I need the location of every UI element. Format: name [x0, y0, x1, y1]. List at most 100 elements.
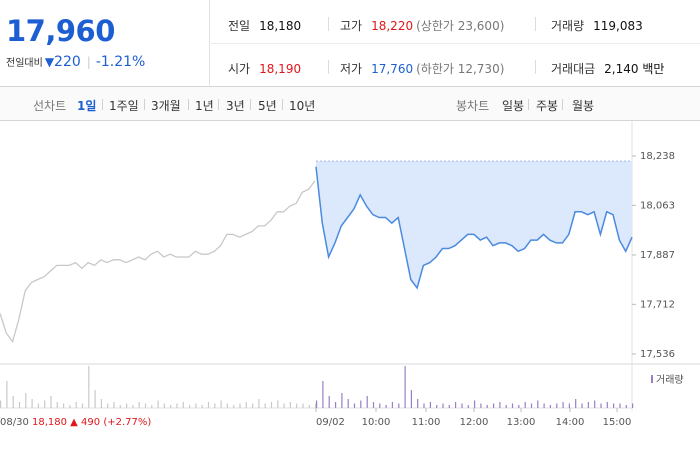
- candle-daily[interactable]: 일봉: [502, 99, 525, 113]
- candle-monthly[interactable]: 월봉: [572, 99, 595, 113]
- volume-bar: [632, 403, 634, 408]
- stat-low: 저가 17,760 (하한가 12,730): [340, 60, 504, 77]
- period-5y[interactable]: 5년: [258, 99, 277, 113]
- stat-value: 18,220: [371, 19, 414, 33]
- period-1y[interactable]: 1년: [195, 99, 214, 113]
- volume-bar: [233, 405, 235, 408]
- period-1d[interactable]: 1일: [77, 99, 97, 113]
- volume-bar: [170, 405, 172, 408]
- volume-bar: [25, 393, 27, 408]
- volume-bar: [144, 403, 147, 408]
- volume-bar: [385, 405, 387, 408]
- y-tick-label: 17,536: [640, 349, 675, 360]
- stat-value: 119,083: [593, 19, 643, 33]
- stat-label: 고가: [340, 19, 363, 33]
- period-3y[interactable]: 3년: [226, 99, 245, 113]
- divider: [250, 99, 251, 110]
- divider: [188, 99, 189, 110]
- divider: [328, 60, 329, 74]
- volume-bar: [556, 403, 558, 408]
- stat-label: 거래대금: [551, 62, 596, 76]
- volume-bar: [493, 403, 495, 408]
- volume-bar: [619, 403, 621, 408]
- volume-bar: [252, 403, 254, 408]
- volume-bar: [113, 402, 115, 408]
- volume-bar: [600, 403, 602, 408]
- footer-date: 08/30: [0, 417, 32, 428]
- volume-bar: [455, 402, 457, 408]
- volume-bar: [50, 396, 52, 408]
- volume-bar: [366, 396, 368, 408]
- up-arrow-icon: ▲: [70, 417, 81, 428]
- stat-high: 고가 18,220 (상한가 23,600): [340, 17, 504, 34]
- volume-bar: [245, 402, 247, 408]
- volume-bar: [277, 400, 279, 408]
- volume-bar: [347, 399, 349, 408]
- volume-bar: [214, 403, 216, 408]
- volume-bar: [88, 366, 90, 408]
- divider: [102, 99, 103, 110]
- volume-bar: [283, 403, 285, 408]
- volume-bar: [151, 405, 153, 408]
- prev-day-line: [0, 180, 316, 344]
- volume-bar: [511, 403, 514, 408]
- volume-bar: [322, 381, 324, 408]
- volume-bar: [126, 403, 128, 408]
- period-1w[interactable]: 1주일: [109, 99, 139, 113]
- volume-bar: [157, 400, 159, 408]
- volume-bar: [239, 403, 241, 408]
- volume-bar: [474, 400, 476, 408]
- today-area-fill: [316, 161, 632, 288]
- stat-prev-close: 전일 18,180: [228, 17, 301, 34]
- volume-bar: [315, 403, 317, 408]
- change-row: 전일대비 ▼220 | -1.21%: [6, 54, 145, 70]
- volume-bar: [442, 403, 444, 408]
- volume-bar: [606, 402, 608, 408]
- volume-bar: [182, 402, 184, 408]
- quote-panel: 17,960 전일대비 ▼220 | -1.21% 전일 18,180 고가 18,220…: [0, 0, 700, 87]
- volume-bar: [289, 402, 291, 408]
- stat-open: 시가 18,190: [228, 60, 301, 77]
- volume-bar: [44, 400, 46, 408]
- volume-bar: [524, 402, 526, 408]
- divider: |: [86, 55, 91, 69]
- change-label: 전일대비: [6, 58, 43, 69]
- volume-bar: [56, 402, 58, 408]
- stat-value: 2,140 백만: [604, 62, 665, 76]
- volume-bar: [81, 403, 84, 408]
- stat-amount: 거래대금 2,140 백만: [551, 60, 664, 77]
- x-tick-label: 11:00: [412, 417, 441, 428]
- lower-limit: (하한가 12,730): [416, 62, 505, 76]
- volume-bar: [587, 402, 589, 408]
- divider: [328, 17, 329, 31]
- volume-bar: [270, 402, 273, 408]
- period-10y[interactable]: 10년: [289, 99, 316, 113]
- y-tick-label: 18,238: [640, 151, 675, 162]
- volume-bar: [404, 366, 406, 408]
- stat-value: 18,190: [259, 62, 302, 76]
- volume-bar: [613, 403, 615, 408]
- volume-legend-swatch: [651, 375, 653, 383]
- stat-label: 전일: [228, 19, 251, 33]
- period-3m[interactable]: 3개월: [151, 99, 181, 113]
- candle-weekly[interactable]: 주봉: [536, 99, 559, 113]
- volume-bar: [302, 403, 304, 408]
- volume-bar: [391, 402, 393, 408]
- intraday-chart[interactable]: 18,238 18,063 17,887 17,712 17,536 거래량 09/02 10…: [0, 121, 700, 450]
- volume-bar: [480, 403, 482, 408]
- volume-bar: [18, 402, 21, 408]
- volume-bar: [436, 405, 438, 408]
- volume-bar: [195, 403, 197, 408]
- today-area: [316, 160, 632, 288]
- divider: [282, 99, 283, 110]
- volume-bar: [226, 403, 228, 408]
- x-tick-label: 14:00: [556, 417, 585, 428]
- volume-bar: [568, 403, 570, 408]
- footer-pct: (+2.77%): [103, 417, 151, 428]
- volume-bar: [163, 403, 165, 408]
- volume-bar: [581, 403, 583, 408]
- volume-bar: [372, 402, 375, 408]
- volume-bar: [296, 403, 298, 408]
- x-tick-label: 10:00: [362, 417, 391, 428]
- volume-bar: [207, 402, 210, 408]
